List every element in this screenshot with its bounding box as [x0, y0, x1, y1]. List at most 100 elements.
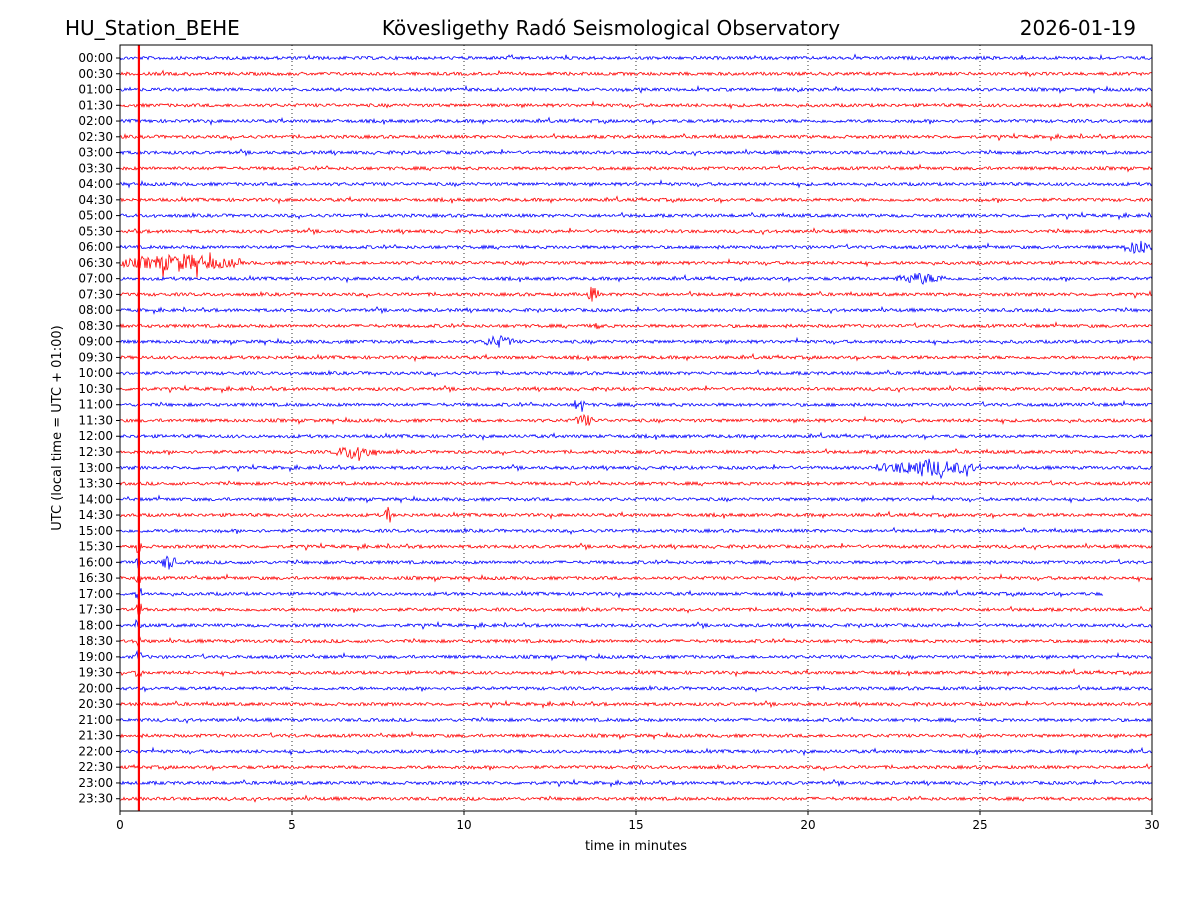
trace-1430: [119, 506, 1153, 523]
y-tick-label: 15:30: [78, 540, 113, 554]
y-tick-label: 14:00: [78, 492, 113, 506]
trace-2330: [119, 794, 1153, 803]
x-axis-label: time in minutes: [585, 839, 687, 854]
station-name: HU_Station_BEHE: [65, 16, 240, 40]
trace-0730: [119, 286, 1153, 302]
x-tick-label: 5: [288, 818, 296, 832]
y-tick-label: 03:30: [78, 161, 113, 175]
y-tick-label: 16:00: [78, 555, 113, 569]
y-axis-label: UTC (local time = UTC + 01:00): [50, 325, 65, 530]
trace-0530: [119, 227, 1153, 236]
trace-0300: [119, 148, 1153, 157]
y-tick-label: 07:30: [78, 287, 113, 301]
trace-1130: [119, 413, 1153, 427]
y-tick-label: 20:30: [78, 697, 113, 711]
trace-1330: [119, 479, 1153, 487]
trace-0330: [119, 163, 1153, 173]
y-tick-label: 12:30: [78, 445, 113, 459]
chart-title: Kövesligethy Radó Seismological Observat…: [382, 16, 840, 40]
y-tick-label: 02:00: [78, 114, 113, 128]
trace-0100: [119, 84, 1153, 95]
y-tick-label: 06:00: [78, 240, 113, 254]
trace-1730: [119, 603, 1153, 615]
y-tick-label: 06:30: [78, 256, 113, 270]
y-tick-label: 22:00: [78, 744, 113, 758]
trace-1100: [119, 399, 1153, 412]
y-tick-label: 23:30: [78, 792, 113, 806]
y-tick-label: 08:30: [78, 319, 113, 333]
x-tick-label: 30: [1144, 818, 1159, 832]
y-tick-label: 11:00: [78, 398, 113, 412]
y-tick-label: 17:30: [78, 603, 113, 617]
trace-0800: [119, 305, 1153, 315]
x-axis-ticks: 0 5 10 15 20 25 30: [116, 811, 1160, 832]
y-tick-label: 09:30: [78, 350, 113, 364]
trace-2100: [119, 715, 1153, 724]
x-tick-label: 10: [456, 818, 471, 832]
trace-1700: [119, 588, 1104, 600]
trace-0500: [119, 211, 1153, 221]
trace-2230: [119, 763, 1153, 772]
plot-frame: [119, 44, 1153, 812]
trace-0430: [119, 195, 1153, 205]
trace-0700: [119, 272, 1153, 285]
y-tick-label: 00:30: [78, 67, 113, 81]
trace-2200: [119, 746, 1153, 757]
trace-0200: [119, 116, 1153, 126]
y-tick-label: 09:00: [78, 335, 113, 349]
trace-0000: [119, 53, 1153, 61]
y-tick-label: 16:30: [78, 571, 113, 585]
trace-0830: [119, 321, 1153, 330]
y-tick-label: 22:30: [78, 760, 113, 774]
trace-0400: [119, 179, 1153, 189]
trace-1230: [119, 446, 1153, 461]
trace-1200: [119, 431, 1153, 442]
x-tick-label: 20: [800, 818, 815, 832]
trace-0900: [119, 334, 1153, 348]
trace-1530: [119, 542, 1153, 554]
y-tick-label: 07:00: [78, 272, 113, 286]
trace-2300: [119, 778, 1153, 788]
date-label: 2026-01-19: [1020, 16, 1136, 40]
trace-2030: [119, 699, 1153, 709]
y-tick-label: 05:00: [78, 209, 113, 223]
y-tick-label: 03:00: [78, 146, 113, 160]
trace-group: [119, 53, 1153, 803]
y-tick-label: 23:00: [78, 776, 113, 790]
trace-0030: [119, 69, 1153, 78]
y-tick-label: 05:30: [78, 224, 113, 238]
y-tick-label: 18:00: [78, 618, 113, 632]
y-tick-label: 20:00: [78, 681, 113, 695]
trace-0130: [119, 100, 1153, 110]
trace-1900: [119, 649, 1153, 662]
trace-1830: [119, 636, 1153, 648]
trace-1300: [119, 458, 1153, 480]
y-tick-label: 13:00: [78, 461, 113, 475]
y-tick-label: 01:30: [78, 98, 113, 112]
trace-1500: [119, 526, 1153, 535]
y-tick-label: 02:30: [78, 130, 113, 144]
y-tick-label: 10:00: [78, 366, 113, 380]
trace-1000: [119, 369, 1153, 378]
trace-0230: [119, 132, 1153, 142]
x-tick-label: 15: [628, 818, 643, 832]
y-tick-label: 04:30: [78, 193, 113, 207]
grid-lines: [291, 45, 981, 811]
y-tick-label: 13:30: [78, 477, 113, 491]
y-tick-label: 12:00: [78, 429, 113, 443]
y-tick-label: 14:30: [78, 508, 113, 522]
y-tick-label: 10:30: [78, 382, 113, 396]
trace-2130: [119, 730, 1153, 741]
y-tick-label: 15:00: [78, 524, 113, 538]
trace-1600: [119, 555, 1153, 570]
trace-1800: [119, 616, 1153, 631]
trace-0630: [119, 252, 1153, 278]
y-tick-label: 01:00: [78, 83, 113, 97]
y-tick-label: 19:30: [78, 666, 113, 680]
y-tick-label: 08:00: [78, 303, 113, 317]
trace-2000: [119, 684, 1153, 693]
y-tick-label: 21:30: [78, 729, 113, 743]
trace-1630: [119, 573, 1153, 584]
